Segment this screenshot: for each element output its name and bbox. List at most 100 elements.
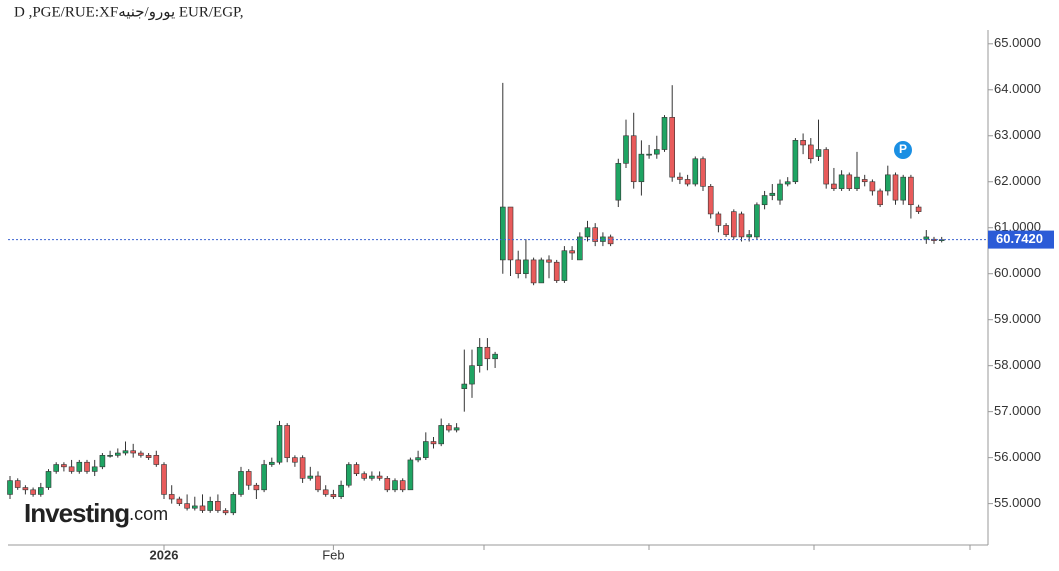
candle-body xyxy=(730,211,737,238)
candle-body xyxy=(754,204,760,238)
candle-body xyxy=(330,494,337,498)
candle-body xyxy=(84,461,90,472)
candle-body xyxy=(700,158,706,187)
candle-body xyxy=(446,425,452,431)
candle-body xyxy=(623,135,629,164)
candle-body xyxy=(538,259,545,284)
candle-body xyxy=(245,471,252,486)
candle-body xyxy=(884,174,891,192)
candle-body xyxy=(476,346,483,366)
candle-body xyxy=(222,510,229,514)
candle-body xyxy=(338,484,344,498)
current-price-label: 60.7420 xyxy=(996,231,1043,246)
candle-body xyxy=(861,179,868,183)
candle-body xyxy=(115,452,121,456)
candle-body xyxy=(484,346,491,360)
candle-body xyxy=(854,176,860,189)
candle-body xyxy=(438,425,445,445)
annotation: P xyxy=(899,142,907,156)
candle-body xyxy=(315,475,321,491)
candle-body xyxy=(684,179,691,185)
candle-body xyxy=(615,163,622,201)
candle-body xyxy=(376,475,383,479)
candle-body xyxy=(515,259,522,275)
candle-body xyxy=(908,176,914,206)
y-tick-label: 62.0000 xyxy=(994,173,1041,188)
candle-body xyxy=(14,480,21,488)
candle-body xyxy=(199,505,206,511)
candle-body xyxy=(61,464,67,468)
candle-body xyxy=(838,174,845,189)
x-tick-label: 2026 xyxy=(150,547,179,562)
candle-body xyxy=(68,466,75,472)
candle-body xyxy=(877,190,883,206)
candle-body xyxy=(492,353,498,360)
candle-body xyxy=(592,227,599,242)
candle-body xyxy=(37,487,44,495)
candle-body xyxy=(523,259,529,275)
candle-body xyxy=(646,153,652,156)
chart-title: D ,PGE/RUE:XFيورو/جنيه EUR/EGP, xyxy=(14,4,243,20)
logo-suffix: .com xyxy=(129,504,168,524)
candle-body xyxy=(153,455,160,465)
candle-body xyxy=(30,489,36,495)
y-tick-label: 57.0000 xyxy=(994,403,1041,418)
candle-body xyxy=(669,117,676,178)
candle-body xyxy=(915,206,922,212)
candle-body xyxy=(353,464,360,475)
candle-body xyxy=(584,227,591,238)
candle-body xyxy=(384,478,391,491)
candle-body xyxy=(130,450,136,454)
candle-body xyxy=(469,365,475,385)
y-tick-label: 55.0000 xyxy=(994,495,1041,510)
candle-body xyxy=(815,149,822,157)
candle-body xyxy=(777,183,783,201)
candle-body xyxy=(461,383,468,389)
candle-body xyxy=(892,174,899,201)
candle-body xyxy=(53,464,60,472)
candle-body xyxy=(707,186,714,215)
candle-body xyxy=(553,261,560,281)
candle-body xyxy=(769,192,776,196)
annotation-marker xyxy=(894,141,912,159)
candle-body xyxy=(230,494,237,514)
candle-body xyxy=(900,176,907,201)
candle-body xyxy=(145,455,152,458)
candle-body xyxy=(607,236,614,245)
y-tick-label: 61.0000 xyxy=(994,219,1041,234)
candle-body xyxy=(76,461,83,472)
candle-body xyxy=(746,234,753,238)
candle-body xyxy=(761,195,768,206)
candle-body xyxy=(561,250,568,281)
candle-body xyxy=(369,475,375,479)
candle-body xyxy=(869,181,876,192)
candle-body xyxy=(299,457,306,479)
candle-body xyxy=(207,501,213,511)
candle-body xyxy=(284,425,291,458)
candle-body xyxy=(22,487,29,491)
candle-body xyxy=(238,471,244,495)
y-tick-label: 60.0000 xyxy=(994,265,1041,280)
candle-body xyxy=(831,183,837,189)
candle-body xyxy=(530,259,537,284)
candle-body xyxy=(392,480,398,491)
candle-body xyxy=(276,425,283,463)
candle-body xyxy=(415,457,421,461)
candle-body xyxy=(499,206,506,261)
candle-body xyxy=(215,501,221,511)
candle-body xyxy=(661,117,668,150)
candle-body xyxy=(261,464,267,491)
candle-body xyxy=(361,473,368,479)
candle-body xyxy=(184,503,190,509)
candle-body xyxy=(138,452,144,456)
candle-body xyxy=(99,455,106,468)
candle-body xyxy=(192,505,198,509)
candle-body xyxy=(253,484,260,491)
candle-body xyxy=(176,498,183,504)
candle-body xyxy=(630,135,637,183)
candle-body xyxy=(923,236,930,240)
candle-body xyxy=(345,464,352,486)
candle-body xyxy=(738,213,745,238)
candle-body xyxy=(45,471,52,488)
